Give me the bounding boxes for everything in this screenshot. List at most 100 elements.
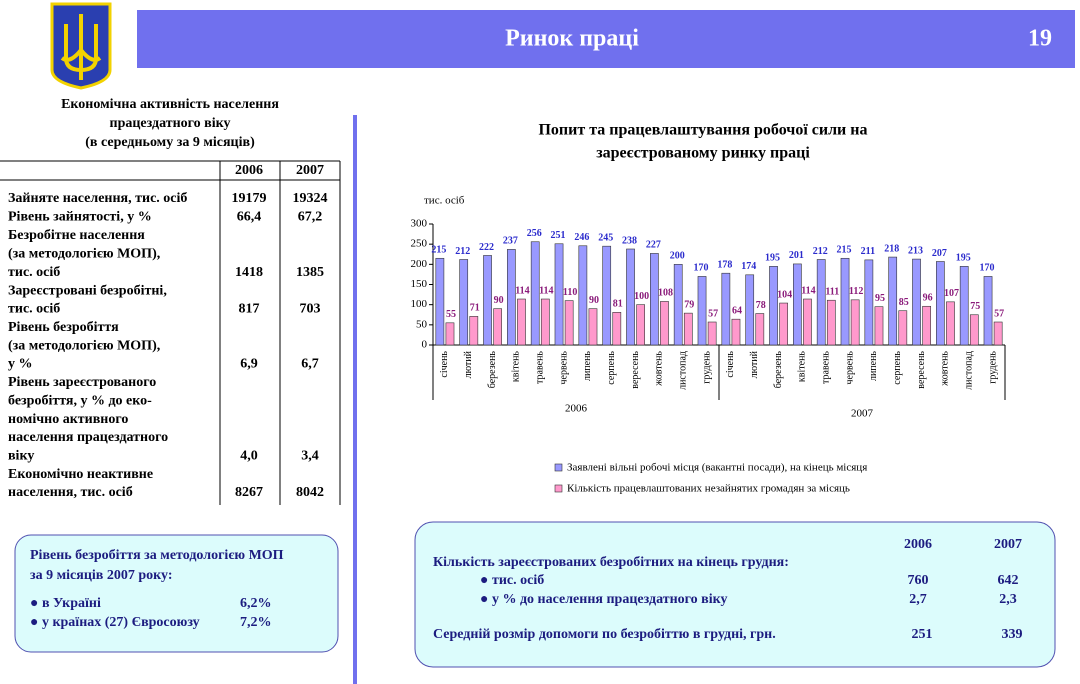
value-label: 174 <box>741 261 756 272</box>
value-label: 71 <box>470 303 480 314</box>
bar <box>731 318 741 346</box>
value-label: 112 <box>849 286 863 297</box>
x-tick-label: вересень <box>916 351 927 389</box>
box-row-label: ● у % до населення працездатного віку <box>480 592 727 607</box>
bar <box>769 266 778 346</box>
bar <box>660 301 669 346</box>
group-label: 2007 <box>851 408 874 420</box>
cell: 67,2 <box>298 210 323 225</box>
cell: 4,0 <box>240 448 258 463</box>
bar <box>707 321 717 346</box>
info-box <box>14 534 339 653</box>
bar <box>816 259 826 346</box>
value-label: 85 <box>899 297 909 308</box>
bar <box>530 241 540 346</box>
bar <box>864 259 874 346</box>
legend-label: Заявлені вільні робочі місця (вакантні п… <box>567 462 867 474</box>
value-label: 78 <box>756 300 766 311</box>
x-tick-label: березень <box>773 351 784 389</box>
table-title: працездатного віку <box>110 116 231 131</box>
cell: 1418 <box>235 265 263 280</box>
x-tick-label: червень <box>558 351 569 385</box>
value-label: 111 <box>825 287 839 298</box>
bar <box>969 314 979 346</box>
bar <box>850 299 860 346</box>
value-label: 195 <box>765 253 780 264</box>
group-label: 2006 <box>565 403 588 415</box>
value-label: 110 <box>563 287 577 298</box>
value-label: 57 <box>994 308 1004 319</box>
value-label: 100 <box>634 291 649 302</box>
row-label: віку <box>8 448 34 463</box>
value-label: 90 <box>589 295 599 306</box>
cell: 6,7 <box>301 357 319 372</box>
x-tick-label: жовтень <box>654 351 665 387</box>
cell: 19179 <box>232 191 267 206</box>
legend-label: Кількість працевлаштованих незайнятих гр… <box>567 483 850 495</box>
row-label: Безробітне населення <box>8 228 145 243</box>
row-label: (за методологією МОП), <box>8 247 160 262</box>
header-band <box>137 10 1075 68</box>
value-label: 114 <box>801 285 815 296</box>
bar <box>912 258 921 346</box>
value-label: 212 <box>455 246 470 257</box>
row-label: населення працездатного <box>8 430 168 445</box>
x-tick-label: лютий <box>463 350 474 378</box>
bar <box>636 304 645 346</box>
info-item: ● в Україні <box>30 596 101 611</box>
x-tick-label: квітень <box>511 351 522 383</box>
bar <box>721 272 731 346</box>
slide-title: Ринок праці <box>505 26 639 52</box>
x-tick-label: березень <box>487 351 498 389</box>
row-label: Рівень зареєстрованого <box>8 375 156 390</box>
bar <box>683 312 693 346</box>
value-label: 215 <box>431 245 446 256</box>
value-label: 170 <box>694 263 709 274</box>
bar <box>540 298 550 346</box>
x-tick-label: липень <box>582 351 593 381</box>
value-label: 107 <box>944 288 959 299</box>
box-cell: 760 <box>908 573 929 588</box>
cell: 817 <box>239 302 260 317</box>
x-tick-label: квітень <box>797 351 808 383</box>
value-label: 227 <box>646 240 661 251</box>
info-title: за 9 місяців 2007 року: <box>30 568 173 583</box>
bar <box>554 243 564 346</box>
x-tick-label: жовтень <box>940 351 951 387</box>
bar <box>507 249 516 346</box>
column-header: 2006 <box>904 537 932 552</box>
bar <box>779 302 788 346</box>
value-label: 238 <box>622 235 637 246</box>
bar <box>626 248 635 346</box>
x-tick-label: листопад <box>678 351 689 390</box>
y-tick-label: 50 <box>416 318 428 330</box>
value-label: 55 <box>446 309 456 320</box>
bar <box>793 263 802 346</box>
bar <box>650 253 659 346</box>
value-label: 222 <box>479 242 494 253</box>
info-value: 7,2% <box>240 615 272 630</box>
info-title: Рівень безробіття за методологією МОП <box>30 548 284 563</box>
row-label: Зареєстровані безробітні, <box>8 283 167 298</box>
bar <box>517 298 526 346</box>
bar <box>959 266 969 346</box>
value-label: 104 <box>777 289 792 300</box>
value-label: 207 <box>932 248 947 259</box>
row-label: (за методологією МОП), <box>8 338 160 353</box>
bar <box>826 299 836 346</box>
box-cell: 642 <box>998 573 1019 588</box>
bar <box>564 300 574 346</box>
bottom-box <box>414 521 1056 668</box>
value-label: 211 <box>861 246 875 257</box>
value-label: 75 <box>970 301 980 312</box>
value-label: 251 <box>551 230 566 241</box>
bar <box>602 245 612 346</box>
row-label: населення, тис. осіб <box>8 485 133 500</box>
value-label: 114 <box>515 285 529 296</box>
box-cell: 2,3 <box>999 592 1017 607</box>
box-cell: 251 <box>912 627 933 642</box>
x-tick-label: січень <box>725 351 736 378</box>
cell: 8267 <box>235 485 263 500</box>
value-label: 195 <box>956 253 971 264</box>
bar <box>445 322 455 346</box>
